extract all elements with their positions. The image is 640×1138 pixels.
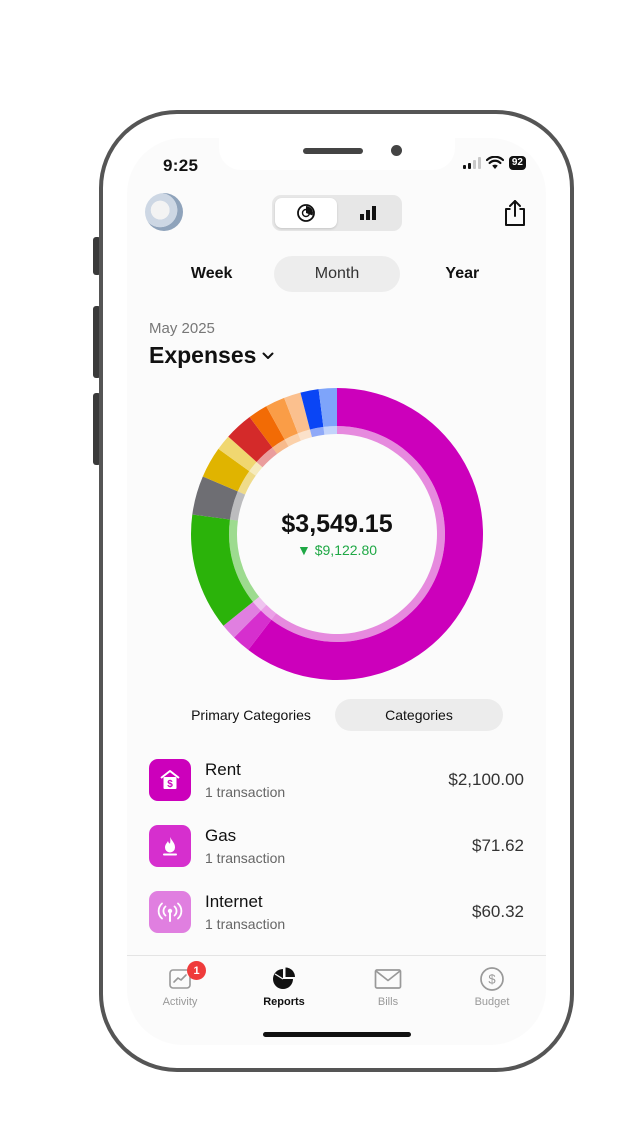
tab-categories[interactable]: Categories	[335, 699, 503, 731]
rent-icon-tile: $	[149, 759, 191, 801]
dollar-circle-icon: $	[480, 967, 504, 991]
speaker	[303, 148, 363, 154]
avatar[interactable]	[145, 193, 183, 231]
wifi-icon	[485, 156, 504, 169]
donut-slice-9[interactable]	[266, 397, 298, 440]
tab-activity[interactable]: 1 Activity	[135, 961, 225, 1008]
tab-year[interactable]: Year	[445, 265, 480, 282]
svg-text:$: $	[488, 972, 496, 987]
chevron-down-icon	[262, 352, 274, 359]
tab-budget[interactable]: $ Budget	[447, 964, 537, 1008]
donut-inner-ring-3	[229, 519, 260, 602]
period-tabs: Week Month Year	[149, 256, 525, 292]
donut-slice-4[interactable]	[192, 476, 238, 520]
tab-bills[interactable]: Bills	[343, 964, 433, 1008]
front-camera	[391, 145, 402, 156]
delta-amount: ▼ $9,122.80	[296, 542, 378, 558]
donut-slice-7[interactable]	[228, 417, 273, 462]
donut-inner-ring-9	[284, 433, 301, 447]
signal-icon	[462, 157, 481, 169]
flame-icon	[163, 837, 177, 856]
donut-inner-ring-5	[237, 471, 256, 495]
item-amount: $2,100.00	[448, 770, 524, 789]
share-button[interactable]	[502, 198, 528, 228]
tab-label: Budget	[474, 996, 510, 1008]
bar-view-button[interactable]	[337, 198, 399, 228]
antenna-icon	[157, 902, 183, 922]
donut-slice-11[interactable]	[300, 389, 324, 430]
category-tabs: Primary Categories Categories	[167, 699, 503, 731]
donut-inner-ring-6	[249, 461, 263, 476]
date-label: May 2025	[149, 320, 215, 337]
expense-donut-chart[interactable]: $3,549.15 ▼ $9,122.80	[189, 386, 485, 682]
tab-label: Activity	[162, 996, 198, 1008]
list-item-gas[interactable]: Gas 1 transaction $71.62	[127, 820, 546, 886]
tab-label: Reports	[263, 996, 305, 1008]
item-count: 1 transaction	[205, 916, 286, 932]
donut-inner-ring-7	[256, 447, 278, 468]
category-list: $ Rent 1 transaction $2,100.00 Gas 1 tra…	[127, 754, 546, 952]
donut-slice-6[interactable]	[218, 436, 257, 472]
envelope-icon	[374, 969, 402, 989]
expenses-title: Expenses	[149, 342, 257, 368]
tab-primary-categories[interactable]: Primary Categories	[191, 707, 311, 723]
item-amount: $60.32	[472, 902, 524, 921]
internet-icon-tile	[149, 891, 191, 933]
item-name: Internet	[205, 892, 263, 911]
item-name: Gas	[205, 826, 237, 845]
list-item-internet[interactable]: Internet 1 transaction $60.32	[127, 886, 546, 952]
pie-view-button[interactable]	[275, 198, 337, 228]
tab-bar: 1 Activity Reports Bills	[127, 955, 546, 1045]
share-icon	[505, 200, 525, 226]
tab-month[interactable]: Month	[274, 256, 400, 292]
donut-inner-ring-8	[272, 439, 289, 454]
tab-week[interactable]: Week	[190, 265, 233, 282]
item-count: 1 transaction	[205, 784, 286, 800]
status-time: 9:25	[163, 156, 199, 175]
donut-inner-ring-12	[323, 426, 337, 435]
svg-text:$: $	[167, 779, 173, 790]
expenses-dropdown[interactable]: Expenses	[149, 342, 274, 369]
view-toggle	[272, 195, 402, 231]
gas-icon-tile	[149, 825, 191, 867]
donut-slice-1[interactable]	[234, 610, 272, 650]
donut-slice-10[interactable]	[284, 392, 310, 434]
donut-slice-8[interactable]	[249, 406, 285, 448]
status-icons: 92	[462, 156, 526, 170]
donut-slice-12[interactable]	[318, 388, 337, 427]
pie-chart-icon	[273, 967, 295, 989]
tab-reports[interactable]: Reports	[239, 964, 329, 1008]
notch	[219, 138, 455, 170]
pie-chart-icon	[297, 204, 315, 222]
volume-up-button	[93, 306, 101, 378]
donut-inner-ring-11	[309, 426, 325, 438]
item-amount: $71.62	[472, 836, 524, 855]
mute-switch	[93, 237, 101, 275]
donut-svg	[191, 388, 483, 680]
home-indicator	[263, 1032, 411, 1037]
activity-icon	[169, 969, 191, 989]
notification-badge: 1	[187, 961, 206, 980]
house-dollar-icon: $	[160, 770, 180, 790]
donut-slice-3[interactable]	[191, 514, 253, 626]
donut-slice-0[interactable]	[248, 388, 483, 680]
donut-inner-ring-1	[260, 604, 277, 620]
donut-inner-ring-2	[252, 596, 267, 611]
donut-inner-ring-4	[229, 491, 246, 521]
total-amount: $3,549.15	[281, 510, 393, 538]
bar-chart-icon	[360, 206, 376, 220]
volume-down-button	[93, 393, 101, 465]
item-name: Rent	[205, 760, 241, 779]
donut-inner-ring-10	[297, 429, 312, 441]
donut-slice-5[interactable]	[202, 448, 250, 492]
item-count: 1 transaction	[205, 850, 286, 866]
donut-slice-2[interactable]	[223, 601, 261, 638]
app-screen: 9:25 92	[127, 138, 546, 1045]
list-item-rent[interactable]: $ Rent 1 transaction $2,100.00	[127, 754, 546, 820]
tab-label: Bills	[377, 996, 399, 1008]
battery-icon: 92	[508, 156, 526, 170]
